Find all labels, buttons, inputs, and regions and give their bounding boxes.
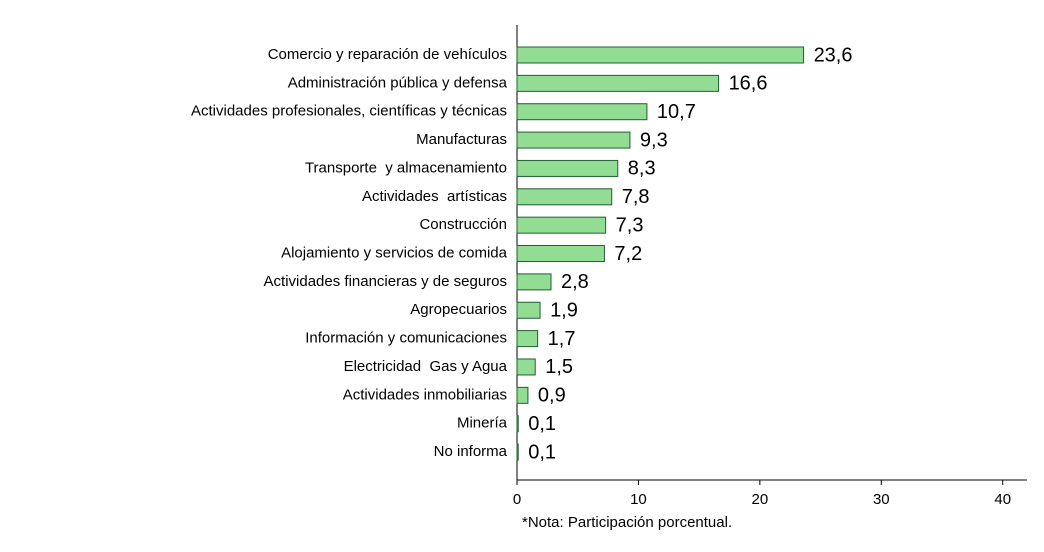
value-label: 0,9 [538,385,566,407]
bar [516,330,539,348]
y-tick-label: Actividades financieras y de seguros [264,273,507,290]
y-tick-label: Administración pública y defensa [288,74,508,91]
bar [516,131,631,149]
bar [516,103,648,121]
y-tick-label: Actividades profesionales, científicas y… [191,103,507,120]
bar [516,386,529,404]
y-tick-label: Información y comunicaciones [305,330,507,347]
y-tick-label: Transporte y almacenamiento [305,159,507,176]
y-tick-label: Construcción [419,216,507,233]
y-tick-label: Minería [457,415,508,432]
value-label: 1,5 [545,356,573,378]
bar [516,273,552,291]
x-tick-label: 10 [630,491,647,508]
y-tick-label: Actividades artísticas [362,188,507,205]
value-label: 1,9 [550,300,578,322]
value-label: 7,2 [614,243,642,265]
bar [516,216,607,234]
y-tick-label: Electricidad Gas y Agua [344,358,508,375]
bar [516,188,613,206]
bar [516,159,619,177]
value-label: 0,1 [528,441,556,463]
value-label: 7,3 [616,214,644,236]
x-tick-label: 0 [513,491,521,508]
value-label: 7,8 [622,186,650,208]
value-label: 2,8 [561,271,589,293]
bar [516,415,519,433]
value-label: 16,6 [729,73,768,95]
value-label: 23,6 [814,44,853,66]
y-tick-label: Manufacturas [416,131,507,148]
x-tick-label: 30 [873,491,890,508]
note: *Nota: Participación porcentual. [522,514,732,531]
bar [516,301,541,319]
y-tick-label: No informa [434,443,508,460]
value-label: 10,7 [657,101,696,123]
value-label: 9,3 [640,129,668,151]
value-label: 8,3 [628,158,656,180]
x-tick-label: 20 [752,491,769,508]
value-label: 1,7 [548,328,576,350]
value-label: 0,1 [528,413,556,435]
bar [516,245,605,263]
bar [516,74,720,92]
y-tick-label: Comercio y reparación de vehículos [268,46,507,63]
bar [516,46,805,64]
y-tick-label: Agropecuarios [410,301,507,318]
y-tick-label: Alojamiento y servicios de comida [281,244,508,261]
y-tick-label: Actividades inmobiliarias [343,386,507,403]
x-tick-label: 40 [994,491,1011,508]
bar [516,443,519,461]
bar [516,358,536,376]
